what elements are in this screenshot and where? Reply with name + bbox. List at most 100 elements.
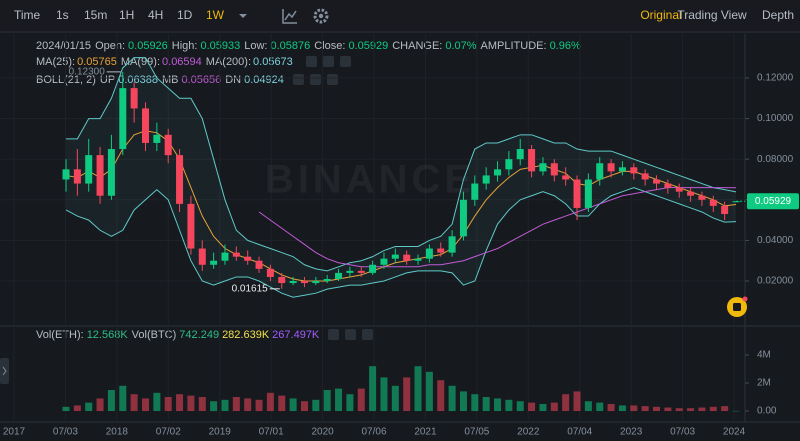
volume-bar (425, 371, 433, 412)
candle-body (630, 167, 638, 174)
side-panel-toggle[interactable] (0, 358, 9, 384)
candle-body (562, 175, 570, 180)
assistant-icon (733, 303, 741, 311)
interval-dropdown[interactable] (239, 14, 247, 18)
volume-bar (471, 394, 479, 412)
volume-bar (573, 391, 581, 412)
candle-body (618, 167, 626, 172)
interval-tab[interactable]: 1D (177, 8, 193, 22)
x-tick-label: 2020 (311, 427, 334, 438)
boll-upper-line (66, 57, 737, 272)
candle-body (448, 236, 456, 253)
volume-bar (176, 394, 184, 412)
field-value: 0.07% (445, 40, 476, 52)
x-tick-label: 2022 (517, 427, 540, 438)
volume-bar (107, 390, 115, 412)
volume-bar (584, 401, 592, 412)
close-button[interactable] (362, 329, 373, 340)
candle-body (198, 248, 206, 265)
volume-bar (618, 405, 626, 412)
candle-body (62, 169, 70, 180)
view-tab[interactable]: Depth (762, 8, 794, 22)
view-tab[interactable]: Original (640, 8, 681, 22)
candle-body (153, 134, 161, 143)
field-label: CHANGE: (392, 40, 442, 52)
volume-bar (62, 406, 70, 412)
candle-body (335, 272, 343, 279)
interval-tab[interactable]: 1W (206, 8, 225, 22)
candle-body (596, 163, 604, 180)
volume-bar (494, 398, 502, 412)
volume-bar (289, 398, 297, 412)
field-label: AMPLITUDE: (481, 40, 547, 52)
settings-icon[interactable] (313, 8, 329, 24)
toolbar-bg (0, 0, 800, 32)
volume-bar (403, 377, 411, 412)
assistant-badge (742, 296, 748, 302)
candle-body (380, 258, 388, 265)
volume-bar (414, 366, 422, 412)
interval-tab[interactable]: 15m (84, 8, 107, 22)
boll-band-fill (66, 57, 736, 298)
field-value: 0.96% (550, 40, 581, 52)
ma-controls (306, 56, 351, 67)
volume-bar (96, 398, 104, 412)
indicator-icon[interactable] (282, 9, 297, 24)
candle-body (357, 270, 365, 273)
eye-button[interactable] (306, 56, 317, 67)
x-tick-label: 07/03 (53, 427, 78, 438)
ma-value: 0.05673 (253, 56, 293, 68)
candle-body (96, 155, 104, 196)
settings-button[interactable] (323, 56, 334, 67)
ma-value: 0.06594 (162, 56, 202, 68)
field-value: 0.05933 (200, 40, 240, 52)
vol-label: Vol(ETH): (36, 329, 84, 341)
volume-bar (516, 401, 524, 412)
volume-bar (448, 385, 456, 412)
x-tick-label: 2017 (3, 427, 26, 438)
side-panel-arrow (2, 366, 7, 376)
candle-body (323, 278, 331, 282)
candle-body (255, 260, 263, 269)
volume-bar (323, 390, 331, 412)
candle-body (244, 256, 252, 261)
boll-item-label: UP (100, 74, 115, 86)
ma-label: MA(99): (121, 56, 160, 68)
y-tick-label: 0.04000 (757, 235, 794, 246)
eye-button[interactable] (328, 329, 339, 340)
candle-body (494, 169, 502, 176)
interval-tab[interactable]: 1s (56, 8, 69, 22)
field-value: 0.05876 (271, 40, 311, 52)
y-tick-label: 0.00 (757, 406, 777, 417)
volume-bar (232, 397, 240, 412)
candle-body (232, 252, 240, 257)
candle-body (437, 248, 445, 253)
close-button[interactable] (327, 74, 338, 85)
candle-body (687, 191, 695, 196)
volume-bar (709, 406, 717, 412)
volume-bar (698, 407, 706, 412)
volume-bar (550, 402, 558, 412)
settings-button[interactable] (345, 329, 356, 340)
interval-tab[interactable]: 4H (148, 8, 163, 22)
volume-bar (641, 406, 649, 412)
volume-bar (221, 399, 229, 412)
ma-line (258, 187, 737, 268)
volume-bar (85, 402, 93, 412)
eye-button[interactable] (293, 74, 304, 85)
candle-body (584, 179, 592, 208)
y-tick-label: 0.12000 (757, 73, 794, 84)
volume-bar (630, 405, 638, 412)
volume-bar (675, 408, 683, 412)
field-value: 0.05926 (128, 40, 168, 52)
volume-bar (369, 366, 377, 412)
toolbar-label: Time (14, 8, 41, 22)
volume-bar (482, 397, 490, 412)
candle-body (516, 149, 524, 160)
settings-button[interactable] (310, 74, 321, 85)
close-button[interactable] (340, 56, 351, 67)
field-label: Low: (244, 40, 267, 52)
interval-tab[interactable]: 1H (119, 8, 134, 22)
view-tab[interactable]: Trading View (677, 8, 747, 22)
